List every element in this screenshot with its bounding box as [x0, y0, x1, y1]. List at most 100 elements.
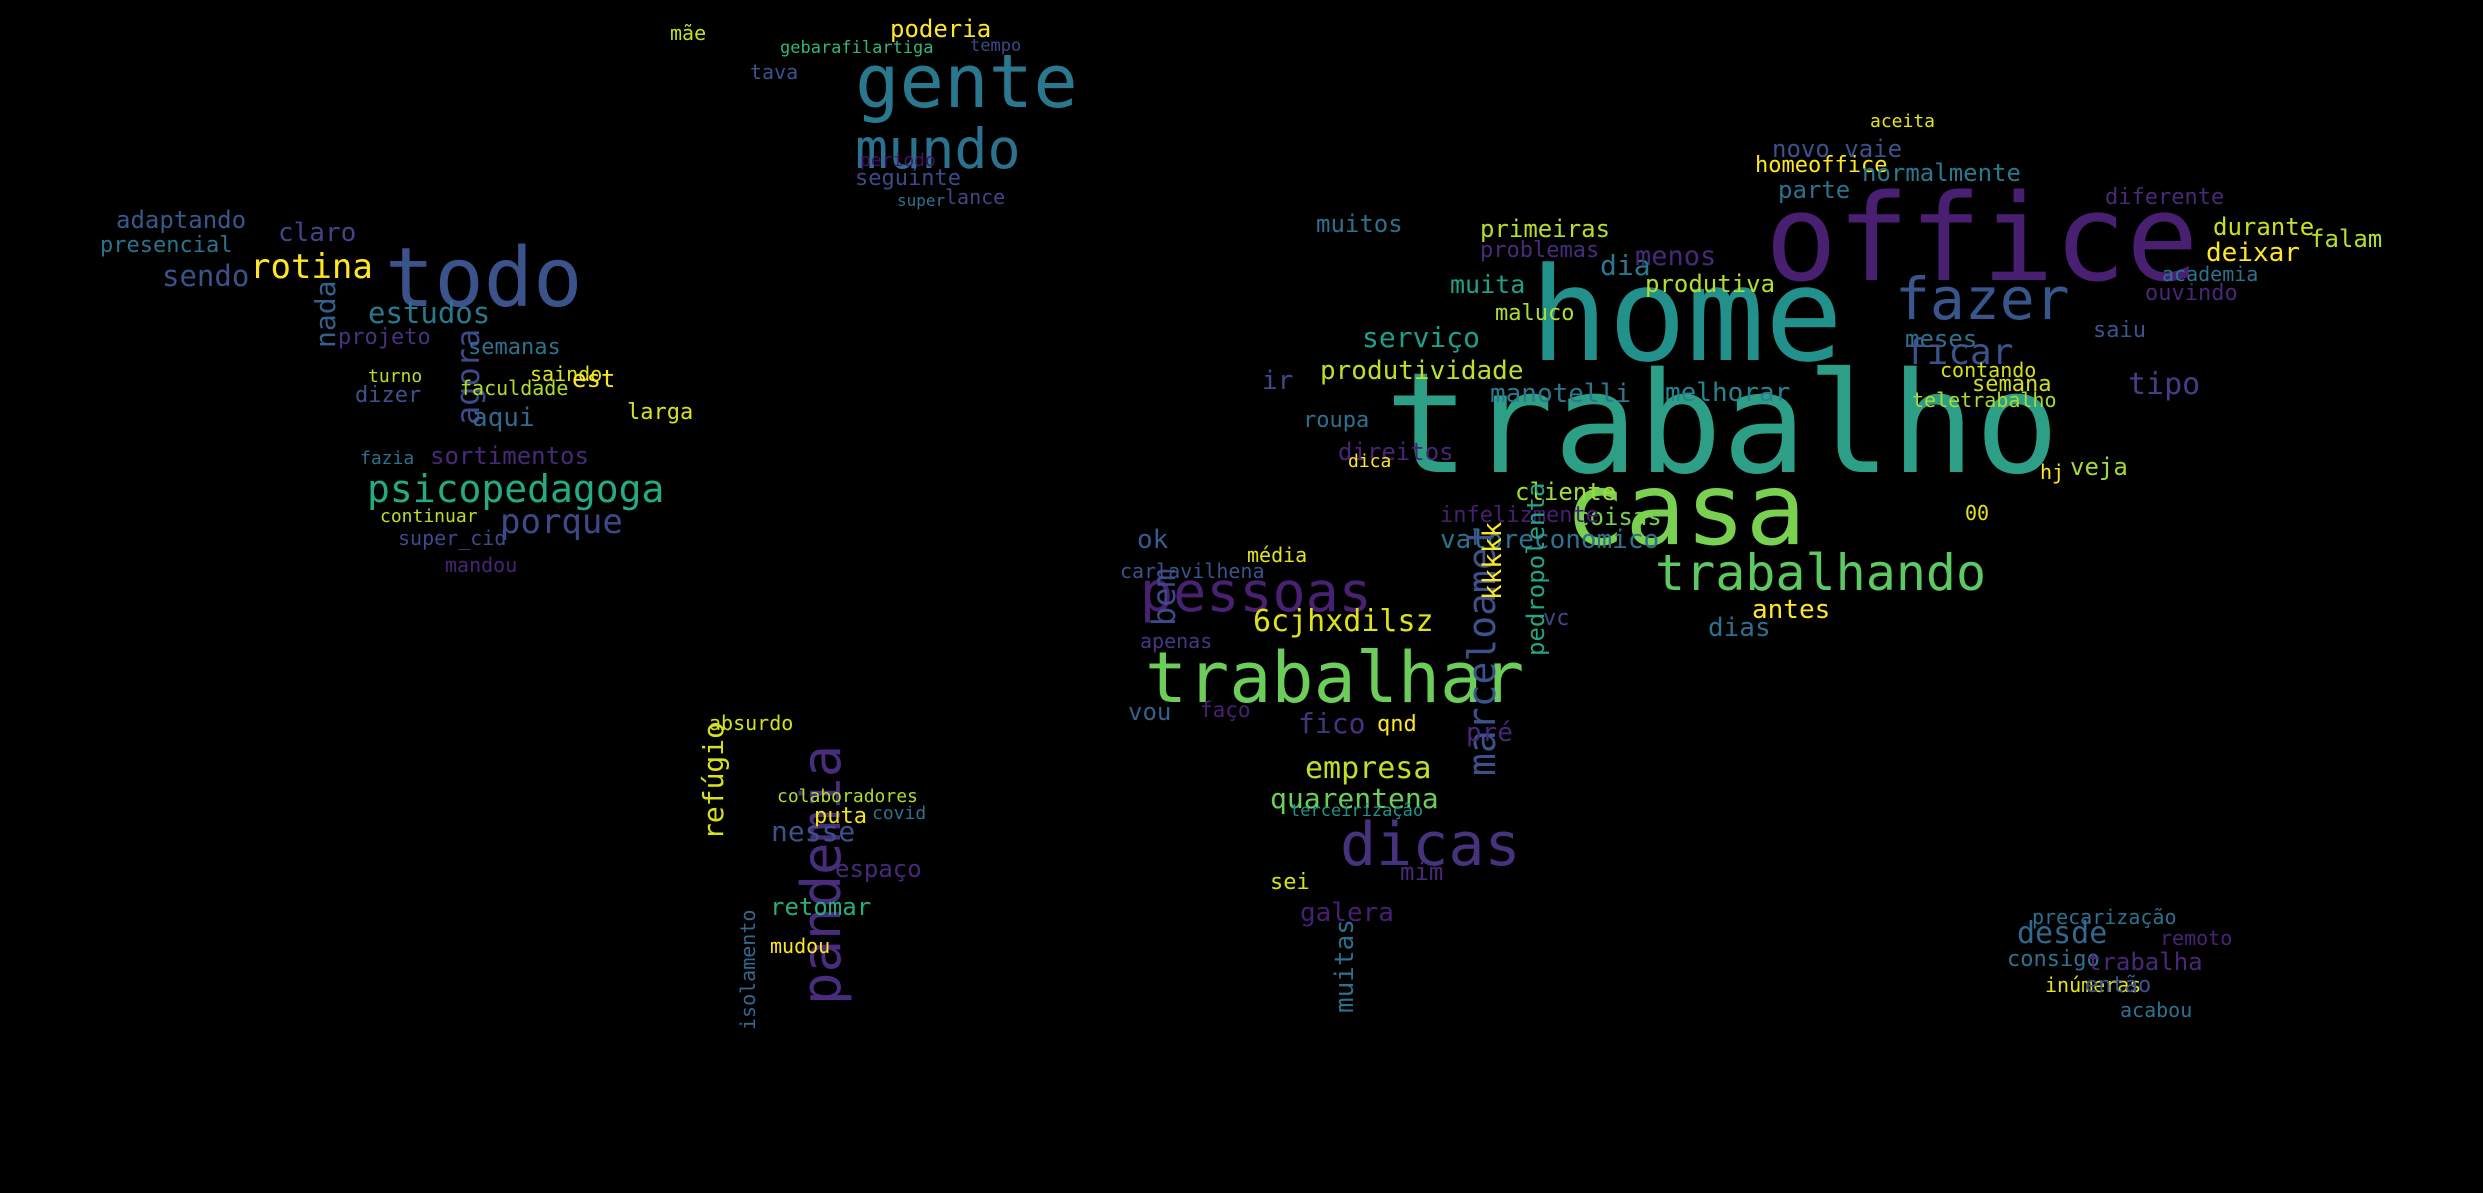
- word-75: qnd: [1377, 712, 1417, 737]
- word-89: antes: [1752, 595, 1831, 625]
- word-76: empresa: [1305, 751, 1432, 786]
- word-110: 00: [1965, 501, 1990, 525]
- word-127: acabou: [2120, 998, 2193, 1022]
- word-112: refúgio: [697, 721, 730, 840]
- word-122: consigo: [2007, 947, 2100, 972]
- word-90: parte: [1778, 176, 1851, 204]
- word-48: produtividade: [1320, 356, 1524, 386]
- word-73: faço: [1200, 698, 1251, 722]
- word-44: mãe: [670, 21, 707, 45]
- word-7: pessoas: [1140, 560, 1372, 624]
- word-105: semana: [1972, 372, 2052, 397]
- word-0: office: [1765, 170, 2199, 309]
- word-3: casa: [1565, 451, 1806, 568]
- word-113: colaboradores: [777, 786, 918, 807]
- word-125: inúmeras: [2045, 973, 2142, 997]
- word-25: saindo: [530, 362, 603, 386]
- word-39: lance: [945, 185, 1006, 209]
- word-30: fazia: [360, 448, 415, 469]
- word-117: espaço: [835, 855, 922, 883]
- word-124: trabalha: [2087, 948, 2203, 976]
- word-66: média: [1247, 543, 1308, 567]
- word-65: dica: [1348, 451, 1392, 472]
- word-27: projeto: [338, 325, 431, 350]
- word-1: home: [1530, 239, 1844, 391]
- word-26: faculdade: [460, 376, 569, 400]
- word-80: sei: [1270, 870, 1310, 895]
- word-47: serviço: [1362, 321, 1481, 354]
- word-114: puta: [814, 804, 867, 829]
- word-128: remoto: [2160, 926, 2233, 950]
- word-16: porque: [500, 502, 623, 542]
- word-93: normalmente: [1862, 159, 2021, 187]
- word-87: vc: [1543, 606, 1570, 631]
- word-108: veja: [2070, 453, 2128, 481]
- word-115: covid: [872, 803, 927, 824]
- word-19: presencial: [100, 233, 233, 258]
- word-95: deixar: [2206, 238, 2300, 268]
- word-34: larga: [627, 400, 694, 425]
- word-116: nesse: [771, 815, 856, 848]
- word-100: academia: [2162, 262, 2259, 286]
- word-6: trabalhar: [1145, 637, 1525, 719]
- word-11: todo: [385, 231, 583, 326]
- word-81: galera: [1300, 898, 1394, 928]
- word-94: aceita: [1870, 111, 1936, 132]
- word-41: gebarafilartiga: [780, 38, 934, 58]
- word-84: pré: [1466, 718, 1513, 748]
- word-4: trabalhando: [1655, 544, 1987, 602]
- word-29: dizer: [355, 383, 422, 408]
- word-31: continuar: [380, 506, 478, 527]
- word-28: nada: [309, 280, 342, 348]
- word-88: dias: [1708, 613, 1771, 643]
- word-53: muita: [1450, 270, 1526, 299]
- word-10: mundo: [855, 117, 1021, 181]
- word-77: quarentena: [1270, 782, 1439, 815]
- word-32: super_cid: [398, 526, 507, 550]
- word-69: ok: [1137, 525, 1169, 555]
- word-59: coisas: [1575, 503, 1662, 531]
- word-21: claro: [278, 218, 357, 248]
- word-107: teletrabalho: [1912, 388, 2057, 412]
- word-42: periodo: [860, 150, 936, 171]
- word-15: estudos: [368, 296, 491, 330]
- word-71: apenas: [1140, 629, 1213, 653]
- word-61: infelizmente: [1440, 503, 1599, 528]
- word-67: 6cjhxdilsz: [1253, 604, 1434, 639]
- word-101: meses: [1905, 325, 1978, 353]
- word-51: problemas: [1480, 238, 1600, 263]
- word-54: dia: [1600, 249, 1651, 282]
- word-72: vou: [1128, 698, 1172, 726]
- word-9: gente: [855, 39, 1078, 125]
- word-38: seguinte: [855, 166, 961, 191]
- word-79: mim: [1400, 858, 1444, 886]
- word-60: cliente: [1515, 478, 1617, 506]
- word-52: maluco: [1495, 301, 1575, 326]
- word-97: falam: [2310, 225, 2383, 253]
- word-24: aqui: [472, 403, 535, 433]
- word-50: primeiras: [1480, 215, 1611, 243]
- word-106: contando: [1940, 358, 2037, 382]
- word-92: novo vaie: [1772, 135, 1903, 163]
- word-64: ir: [1262, 366, 1294, 396]
- word-120: isolamento: [736, 909, 760, 1030]
- word-33: mandou: [445, 553, 518, 577]
- word-99: ouvindo: [2145, 281, 2238, 306]
- word-96: durante: [2213, 213, 2315, 241]
- word-70: carlavilhena: [1120, 559, 1265, 583]
- word-13: psicopedagoga: [367, 467, 665, 511]
- word-126: então: [2085, 973, 2152, 998]
- word-74: fico: [1298, 707, 1366, 740]
- word-98: diferente: [2105, 185, 2225, 210]
- word-86: kkkkk: [1478, 521, 1508, 600]
- word-103: saiu: [2093, 318, 2146, 343]
- word-46: muitos: [1316, 210, 1403, 238]
- word-2: trabalho: [1385, 343, 2060, 506]
- word-82: muitas: [1330, 919, 1360, 1013]
- word-49: manotelli: [1490, 379, 1631, 409]
- word-8: dicas: [1340, 810, 1521, 880]
- word-14: rotina: [250, 247, 373, 287]
- word-5: fazer: [1895, 265, 2070, 333]
- word-57: melhorar: [1665, 378, 1791, 408]
